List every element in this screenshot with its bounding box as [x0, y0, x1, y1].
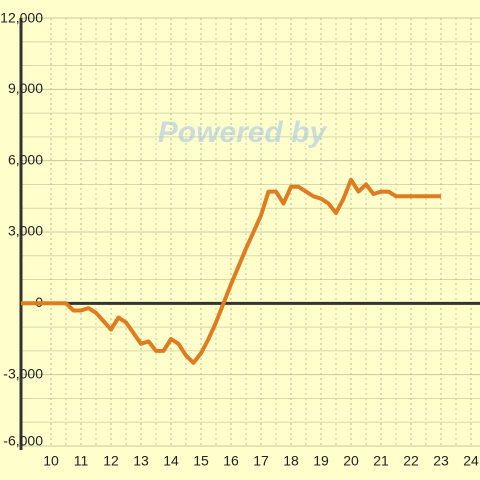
x-tick-label: 12: [103, 453, 119, 469]
x-tick-label: 13: [133, 453, 149, 469]
y-tick-label: 3,000: [8, 223, 43, 239]
x-tick-label: 23: [433, 453, 449, 469]
plot-area: [21, 17, 480, 447]
y-tick-label: 12,000: [0, 10, 43, 26]
y-tick-label: 9,000: [8, 80, 43, 96]
x-tick-label: 20: [343, 453, 359, 469]
y-tick-label: 6,000: [8, 151, 43, 167]
x-tick-label: 21: [373, 453, 389, 469]
x-tick-label: 10: [43, 453, 59, 469]
x-tick-label: 19: [313, 453, 329, 469]
data-line: [21, 177, 441, 365]
x-tick-label: 18: [283, 453, 299, 469]
x-tick-label: 11: [74, 453, 89, 469]
x-tick-label: 17: [253, 453, 269, 469]
x-tick-label: 22: [403, 453, 419, 469]
x-tick-label: 24: [463, 453, 479, 469]
y-tick-label: -3,000: [3, 365, 43, 381]
x-tick-label: 16: [223, 453, 239, 469]
x-tick-label: 15: [193, 453, 209, 469]
x-tick-label: 14: [163, 453, 179, 469]
watermark: Powered by: [158, 116, 328, 149]
y-tick-label: -6,000: [3, 433, 43, 449]
